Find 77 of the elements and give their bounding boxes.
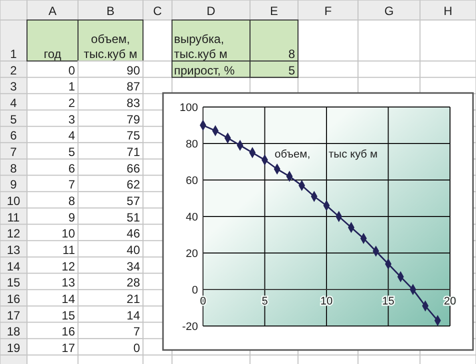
y-tick-label: 80 bbox=[186, 138, 198, 150]
data-label: 83 bbox=[126, 96, 140, 110]
data-label: 14 bbox=[126, 308, 140, 322]
y2-tick-label: 10 bbox=[6, 194, 20, 208]
y2-tick-label: 16 bbox=[6, 292, 20, 306]
data-label: 71 bbox=[126, 144, 140, 159]
y-tick-label: 8 bbox=[68, 194, 76, 208]
text: H bbox=[444, 4, 452, 18]
x-tick-label: 20 bbox=[444, 296, 456, 308]
y2-tick-label: 12 bbox=[6, 226, 20, 241]
y-tick-label: 15 bbox=[62, 308, 76, 322]
series-label: объем, тыс куб м bbox=[274, 148, 378, 160]
data-label: 66 bbox=[126, 161, 140, 176]
y2-tick-label: 14 bbox=[6, 259, 20, 274]
y2-tick-label: 18 bbox=[6, 324, 20, 339]
y2-tick-label: 9 bbox=[10, 178, 18, 192]
y-tick-label: 1 bbox=[68, 80, 76, 94]
y-tick-label: 100 bbox=[180, 102, 198, 114]
data-label: 75 bbox=[126, 128, 140, 143]
text: D bbox=[206, 4, 216, 18]
y-tick-label: 7 bbox=[68, 178, 76, 192]
y-tick-label: 4 bbox=[68, 128, 76, 143]
text: C bbox=[153, 4, 162, 18]
data-label: 21 bbox=[126, 292, 140, 306]
text: B bbox=[106, 4, 115, 18]
x-tick-label: объем, тыс.куб м bbox=[84, 32, 138, 61]
y2-tick-label: 5 bbox=[10, 112, 18, 126]
y-tick-label: 13 bbox=[62, 276, 76, 290]
data-label: 34 bbox=[126, 259, 140, 274]
data-label: 8 bbox=[288, 47, 296, 61]
y2-tick-label: 8 bbox=[10, 161, 18, 176]
y-tick-label: 60 bbox=[186, 175, 198, 187]
y-tick-label: 5 bbox=[68, 144, 76, 159]
y2-tick-label: 15 bbox=[6, 276, 20, 290]
y-tick-label: 14 bbox=[62, 292, 76, 306]
data-label: 62 bbox=[126, 178, 140, 192]
data-label: 40 bbox=[126, 242, 140, 257]
y-tick-label: 9 bbox=[68, 210, 76, 224]
data-label: 0 bbox=[133, 340, 140, 355]
y-tick-label: 3 bbox=[68, 112, 76, 126]
y-tick-label: 6 bbox=[68, 161, 76, 176]
y-tick-label: 20 bbox=[186, 248, 198, 260]
data-label: 28 bbox=[126, 276, 140, 290]
data-label: 51 bbox=[126, 210, 140, 224]
y2-tick-label: 7 bbox=[10, 144, 18, 159]
y-tick-label: 10 bbox=[62, 226, 76, 241]
text: F bbox=[324, 4, 332, 18]
y2-tick-label: 3 bbox=[10, 80, 18, 94]
y2-tick-label: 6 bbox=[10, 128, 18, 143]
data-label: 5 bbox=[288, 63, 296, 78]
y-tick-label: 11 bbox=[62, 242, 76, 257]
data-label: 90 bbox=[126, 63, 140, 78]
y-tick-label: 16 bbox=[62, 324, 76, 339]
y2-tick-label: 2 bbox=[10, 63, 18, 78]
y2-tick-label: 4 bbox=[10, 96, 18, 110]
y2-tick-label: 13 bbox=[6, 242, 20, 257]
y-tick-label: 2 bbox=[68, 96, 76, 110]
data-label: 7 bbox=[133, 324, 140, 339]
text: A bbox=[48, 4, 57, 18]
data-label: 79 bbox=[126, 112, 140, 126]
data-label: 46 bbox=[126, 226, 140, 241]
text: E bbox=[270, 4, 278, 18]
y-tick-label: 40 bbox=[186, 212, 198, 224]
y2-tick-label: 19 bbox=[6, 340, 20, 355]
y-tick-label: прирост, % bbox=[174, 63, 236, 78]
y-tick-label: 17 bbox=[62, 340, 76, 355]
annotation: 1 bbox=[10, 47, 18, 61]
y-tick-label: 0 bbox=[192, 284, 198, 296]
y-axis-title: год bbox=[44, 47, 62, 61]
y-tick-label: 0 bbox=[68, 63, 76, 78]
y-tick-label: -20 bbox=[182, 321, 198, 333]
data-label: 57 bbox=[126, 194, 140, 208]
y2-tick-label: 11 bbox=[7, 210, 20, 224]
text: G bbox=[384, 4, 394, 18]
data-label: 87 bbox=[126, 80, 140, 94]
y2-tick-label: 17 bbox=[6, 308, 20, 322]
y-tick-label: 12 bbox=[62, 259, 76, 274]
